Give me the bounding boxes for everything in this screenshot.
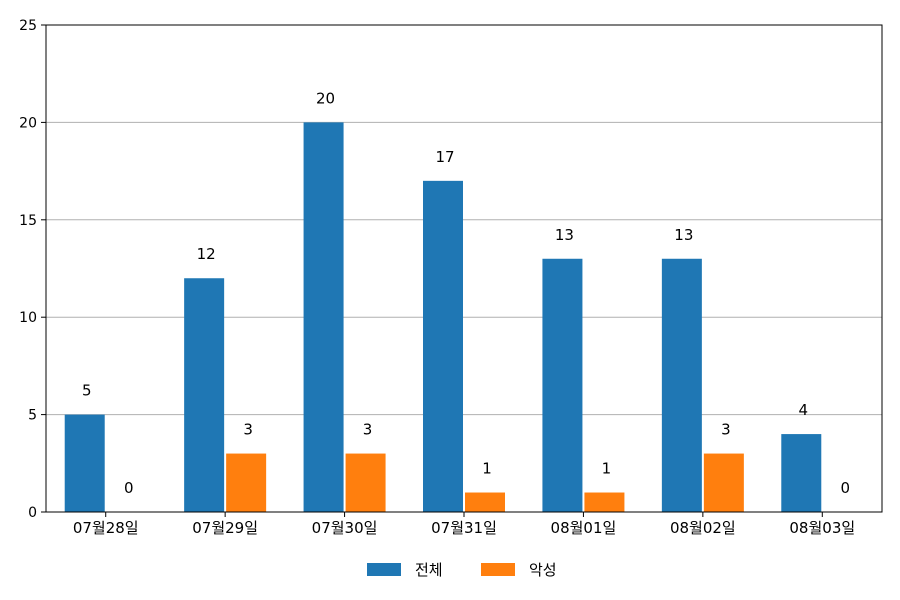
x-tick-label: 07월29일 <box>192 519 258 537</box>
bar-malicious <box>345 453 386 512</box>
bar-total <box>661 258 702 512</box>
y-tick-label: 25 <box>19 18 37 34</box>
legend-item-total-swatch <box>367 563 401 576</box>
data-label: 13 <box>674 226 693 244</box>
bar-total <box>184 278 225 512</box>
data-label: 13 <box>555 226 574 244</box>
legend-item-total-label: 전체 <box>415 561 443 579</box>
data-label: 12 <box>197 245 216 263</box>
bar-total <box>64 414 105 512</box>
y-tick-label: 0 <box>28 505 37 521</box>
y-tick-label: 20 <box>19 115 37 131</box>
bar-malicious <box>226 453 267 512</box>
bar-total <box>303 122 344 513</box>
x-tick-label: 08월03일 <box>789 519 855 537</box>
y-tick-label: 10 <box>19 310 37 326</box>
data-label: 20 <box>316 89 335 107</box>
bar-total <box>781 434 822 512</box>
data-label: 0 <box>124 479 134 497</box>
x-tick-label: 07월31일 <box>431 519 497 537</box>
data-label: 3 <box>721 421 731 439</box>
data-label: 1 <box>602 460 612 478</box>
x-tick-label: 08월02일 <box>670 519 736 537</box>
data-label: 3 <box>243 421 253 439</box>
grid-lines <box>46 121 882 416</box>
data-label: 0 <box>841 479 851 497</box>
plot-area-frame <box>45 24 883 513</box>
legend-item-malicious-swatch <box>481 563 515 576</box>
x-tick-label: 08월01일 <box>551 519 617 537</box>
y-tick-label: 15 <box>19 213 37 229</box>
x-tick-label: 07월28일 <box>73 519 139 537</box>
data-label: 3 <box>363 421 373 439</box>
data-label: 17 <box>435 148 454 166</box>
data-label: 5 <box>82 382 92 400</box>
bar-malicious <box>703 453 744 512</box>
x-tick-label: 07월30일 <box>312 519 378 537</box>
bar-malicious <box>584 492 625 512</box>
data-labels: 5 0 12 3 20 3 17 1 13 1 13 3 4 0 <box>82 89 850 497</box>
bar-malicious <box>465 492 505 512</box>
data-label: 4 <box>799 401 809 419</box>
y-axis: 0 5 10 15 20 25 <box>19 18 46 521</box>
bars <box>64 122 822 513</box>
data-label: 1 <box>482 460 492 478</box>
legend: 전체 악성 <box>367 561 557 579</box>
bar-total <box>423 180 463 512</box>
bar-total <box>542 258 583 512</box>
x-axis: 07월28일 07월29일 07월30일 07월31일 08월01일 08월02일 08월0… <box>73 512 855 537</box>
y-tick-label: 5 <box>28 408 37 424</box>
legend-item-malicious-label: 악성 <box>529 561 557 579</box>
